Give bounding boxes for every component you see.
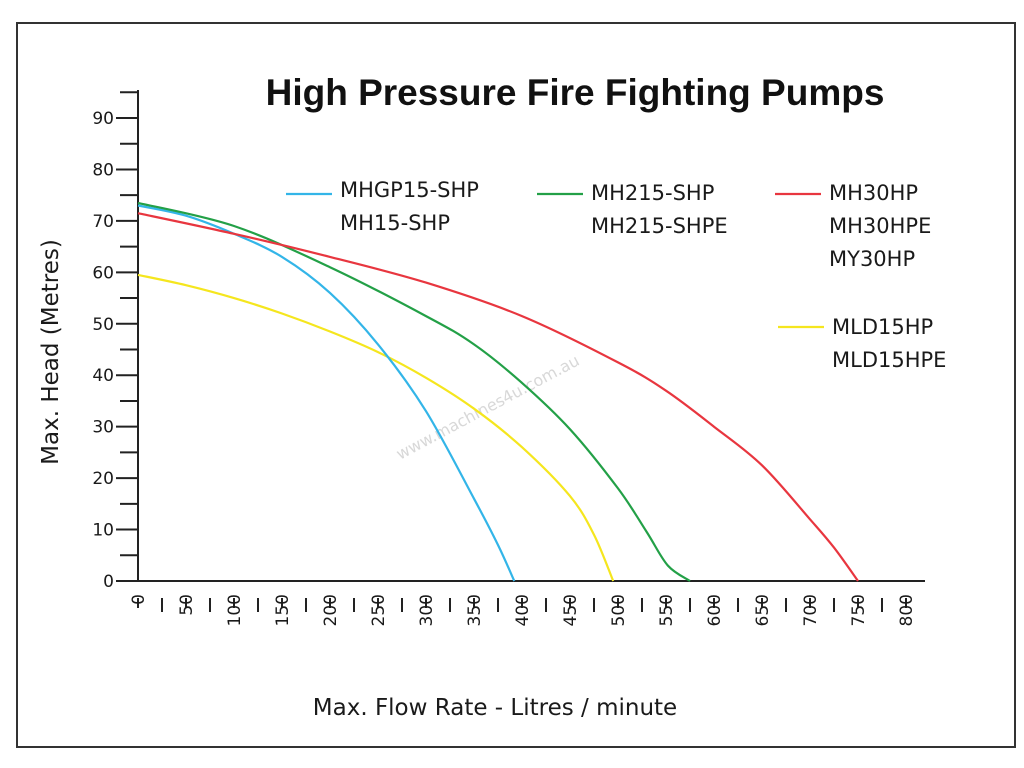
y-tick-label: 80 (92, 160, 114, 180)
x-tick-label: 500 (609, 594, 629, 626)
y-axis-label: Max. Head (Metres) (38, 239, 64, 465)
legend-label-3: MLD15HPE (832, 348, 946, 372)
legend-label-0: MH15-SHP (340, 211, 450, 235)
y-tick-label: 50 (92, 315, 114, 335)
y-axis: 0 10 20 30 40 50 60 70 80 90 (92, 90, 139, 592)
y-tick-label: 20 (92, 469, 114, 489)
y-tick-label: 10 (92, 521, 114, 541)
x-tick-label: 250 (369, 594, 389, 626)
x-tick-label: 50 (177, 594, 197, 616)
x-tick-label: 200 (321, 594, 341, 626)
x-axis: 0 50 100 150 200 250 300 350 400 450 500 550 600 650 7… (129, 580, 925, 626)
legend: MHGP15-SHP MH15-SHP MH215-SHP MH215-SHPE MH3… (286, 178, 946, 372)
legend-label-3: MLD15HP (832, 315, 933, 339)
y-tick-label: 90 (92, 109, 114, 129)
x-tick-label: 0 (129, 594, 149, 605)
x-tick-label: 100 (225, 594, 245, 626)
x-tick-label: 400 (513, 594, 533, 626)
legend-label-1: MH215-SHPE (591, 214, 728, 238)
x-axis-label: Max. Flow Rate - Litres / minute (313, 695, 677, 721)
legend-label-2: MH30HP (829, 181, 918, 205)
x-tick-label: 750 (849, 594, 869, 626)
series-line-0 (137, 204, 516, 582)
y-tick-label: 0 (103, 572, 114, 592)
x-tick-label: 700 (801, 594, 821, 626)
y-tick-label: 60 (92, 263, 114, 283)
y-tick-label: 70 (92, 212, 114, 232)
x-tick-label: 650 (753, 594, 773, 626)
x-tick-label: 550 (657, 594, 677, 626)
y-tick-label: 30 (92, 418, 114, 438)
x-tick-label: 800 (897, 594, 917, 626)
plot-area (137, 201, 859, 582)
chart-border (16, 22, 1016, 748)
x-tick-label: 350 (465, 594, 485, 626)
x-tick-label: 300 (417, 594, 437, 626)
legend-label-2: MH30HPE (829, 214, 931, 238)
chart-title: High Pressure Fire Fighting Pumps (266, 72, 885, 113)
y-tick-label: 40 (92, 366, 114, 386)
series-line-3 (137, 273, 615, 582)
legend-label-0: MHGP15-SHP (340, 178, 479, 202)
x-tick-label: 150 (273, 594, 293, 626)
x-tick-label: 450 (561, 594, 581, 626)
series-line-2 (137, 212, 859, 582)
legend-label-2: MY30HP (829, 247, 915, 271)
legend-label-1: MH215-SHP (591, 181, 714, 205)
x-tick-label: 600 (705, 594, 725, 626)
